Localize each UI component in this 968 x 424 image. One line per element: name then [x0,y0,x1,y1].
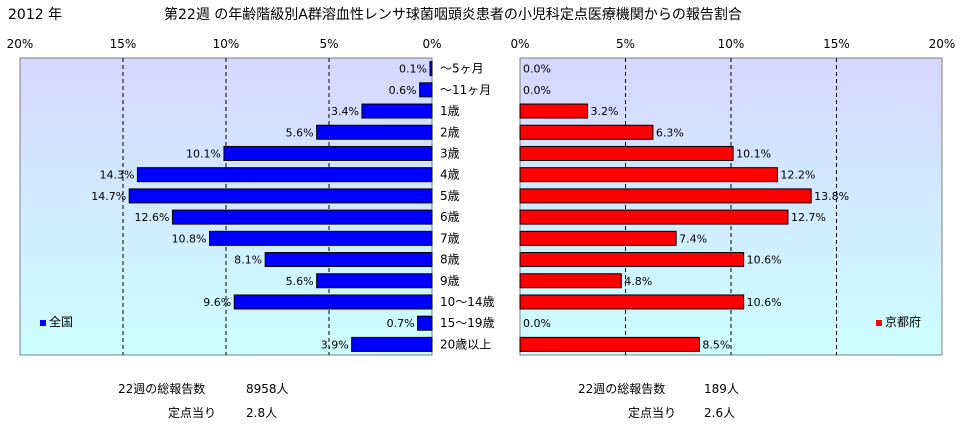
national-data-label: 0.6% [389,84,417,97]
kyoto-per-label: 定点当り [628,406,677,420]
category-label: ～5ヶ月 [440,62,484,76]
year-label: 2012 年 [8,7,63,23]
category-label: 10～14歳 [440,295,495,309]
kyoto-bar [519,209,789,225]
national-bar [316,124,433,140]
national-bar [209,230,433,246]
category-label: 1歳 [440,104,460,118]
kyoto-total-label: 22週の総報告数 [578,382,666,396]
chart-title: 第22週 の年齢階級別A群溶血性レンサ球菌咽頭炎患者の小児科定点医療機関からの報… [164,7,742,23]
national-bar [171,209,433,225]
national-tick-label: 10% [213,37,240,51]
national-bar [361,103,433,119]
kyoto-legend: 京都府 [876,313,921,330]
kyoto-tick-label: 15% [823,37,850,51]
kyoto-bar [519,124,654,140]
national-data-label: 5.6% [286,126,314,139]
kyoto-legend-swatch [876,319,882,326]
kyoto-bar [519,188,812,204]
kyoto-data-label: 8.5% [702,338,730,351]
national-legend: 全国 [40,313,73,330]
kyoto-tick-label: 0% [510,37,529,51]
kyoto-panel: 0% 5% 10% 15% 20% 0.0% 0.0% 3.2% 6.3% 10.1% 12.2% 1… [510,37,956,356]
kyoto-data-label: 0.0% [523,63,551,76]
category-label: ～11ヶ月 [440,83,491,97]
national-bar [316,273,433,289]
kyoto-tick-label: 20% [929,37,956,51]
national-bar [264,252,433,268]
kyoto-legend-label: 京都府 [885,315,922,329]
category-label: 5歳 [440,189,460,203]
national-tick-label: 20% [7,37,34,51]
kyoto-data-label: 4.8% [624,275,652,288]
kyoto-bar [519,294,745,310]
national-tick-label: 15% [110,37,137,51]
national-tick-label: 5% [319,37,338,51]
kyoto-bar [519,252,745,268]
national-per-value: 2.8人 [246,406,278,420]
category-labels: ～5ヶ月 ～11ヶ月 1歳 2歳 3歳 4歳 5歳 6歳 7歳 8歳 9歳 10～14歳 15～19歳 2… [440,62,495,352]
national-data-label: 8.1% [234,254,262,267]
national-data-label: 9.6% [203,296,231,309]
kyoto-data-label: 0.0% [523,84,551,97]
kyoto-data-label: 0.0% [523,317,551,330]
national-data-label: 14.3% [99,169,134,182]
national-total-label: 22週の総報告数 [118,382,206,396]
category-label: 6歳 [440,210,460,224]
national-legend-label: 全国 [49,315,74,329]
kyoto-data-label: 10.6% [747,296,782,309]
chart-area: 20% 15% 10% 5% 0% 0.1% 0.6% 3.4% 5.6% 10.1% 14.3% 1… [7,37,956,356]
category-label: 4歳 [440,168,460,182]
kyoto-data-label: 13.8% [814,190,849,203]
national-tick-label: 0% [422,37,441,51]
kyoto-data-label: 10.6% [747,254,782,267]
kyoto-data-label: 12.2% [780,169,815,182]
national-total-value: 8958人 [246,382,289,396]
kyoto-bar [519,273,622,289]
national-panel: 20% 15% 10% 5% 0% 0.1% 0.6% 3.4% 5.6% 10.1% 14.3% 1… [7,37,442,356]
national-data-label: 3.4% [331,105,359,118]
category-label: 15～19歳 [440,316,495,330]
kyoto-data-label: 7.4% [679,232,707,245]
national-data-label: 12.6% [134,211,169,224]
national-data-label: 3.9% [321,338,349,351]
national-data-label: 10.1% [186,147,221,160]
national-bar [233,294,433,310]
national-bar [419,82,433,98]
category-label: 3歳 [440,146,460,160]
kyoto-total-value: 189人 [704,382,739,396]
national-per-label: 定点当り [168,406,217,420]
national-data-label: 14.7% [91,190,126,203]
national-legend-swatch [40,319,46,326]
kyoto-bar [519,145,734,161]
national-data-label: 10.8% [172,232,207,245]
national-bar [351,336,433,352]
kyoto-bar [519,167,778,183]
national-bar [429,61,433,77]
national-data-label: 0.7% [387,317,415,330]
kyoto-tick-label: 10% [718,37,745,51]
kyoto-tick-label: 5% [616,37,635,51]
national-bar [128,188,433,204]
kyoto-data-label: 3.2% [591,105,619,118]
national-bar [136,167,433,183]
category-label: 9歳 [440,274,460,288]
national-data-label: 5.6% [286,275,314,288]
kyoto-data-label: 6.3% [656,126,684,139]
kyoto-data-label: 10.1% [736,147,771,160]
kyoto-bar [519,103,589,119]
kyoto-data-label: 12.7% [791,211,826,224]
category-label: 8歳 [440,253,460,267]
category-label: 7歳 [440,231,460,245]
national-bar [417,315,433,331]
category-label: 2歳 [440,125,460,139]
kyoto-bar [519,230,677,246]
category-label: 20歳以上 [440,337,491,351]
national-data-label: 0.1% [399,63,427,76]
kyoto-per-value: 2.6人 [704,406,736,420]
kyoto-bar [519,336,700,352]
national-bar [223,145,433,161]
